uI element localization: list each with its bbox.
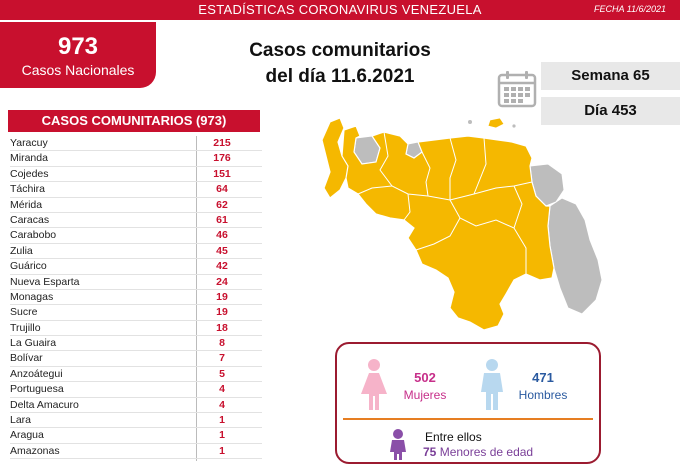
state-name: Monagas bbox=[10, 290, 54, 303]
state-name: Guárico bbox=[10, 260, 47, 273]
state-value: 45 bbox=[216, 244, 228, 257]
minors-count: 75 bbox=[423, 445, 437, 459]
state-list: Yaracuy 215 Miranda 176 Cojedes 151 Táchira 64 M… bbox=[10, 136, 262, 460]
state-row: Yaracuy 215 bbox=[10, 136, 262, 152]
state-value: 8 bbox=[219, 337, 225, 350]
national-cases-count: 973 bbox=[57, 33, 99, 60]
state-value: 7 bbox=[219, 352, 225, 365]
state-name: Táchira bbox=[10, 183, 46, 196]
state-value: 5 bbox=[219, 367, 225, 380]
headline: Casos comunitarios del día 11.6.2021 bbox=[220, 38, 460, 90]
state-name: Cojedes bbox=[10, 167, 49, 180]
state-value: 1 bbox=[219, 414, 225, 427]
men-label: Hombres bbox=[518, 388, 568, 402]
state-row: Nueva Esparta 24 bbox=[10, 275, 262, 290]
state-name: Portuguesa bbox=[10, 383, 64, 396]
state-row: Mérida 62 bbox=[10, 198, 262, 213]
men-count: 471 bbox=[532, 370, 554, 385]
state-name: Caracas bbox=[10, 213, 50, 226]
week-label: Semana 65 bbox=[541, 62, 680, 90]
state-value: 42 bbox=[216, 260, 228, 273]
state-row: Portuguesa 4 bbox=[10, 382, 262, 398]
state-value: 61 bbox=[216, 213, 228, 226]
state-name: Delta Amacuro bbox=[10, 398, 79, 411]
state-value: 24 bbox=[216, 275, 228, 288]
state-value: 18 bbox=[216, 321, 228, 334]
list-divider bbox=[196, 136, 197, 461]
map-region-unaffected bbox=[547, 197, 603, 315]
state-value: 4 bbox=[219, 383, 225, 396]
top-banner: ESTADÍSTICAS CORONAVIRUS VENEZUELA FECHA… bbox=[0, 0, 680, 20]
state-row: Trujillo 18 bbox=[10, 321, 262, 337]
state-row: Sucre 19 bbox=[10, 305, 262, 321]
state-name: Sucre bbox=[10, 306, 38, 319]
state-row: Zulia 45 bbox=[10, 244, 262, 260]
state-row: Cojedes 151 bbox=[10, 167, 262, 183]
minors-line: 75 Menores de edad bbox=[423, 445, 533, 459]
state-row: Aragua 1 bbox=[10, 428, 262, 444]
state-name: Zulia bbox=[10, 244, 33, 257]
man-icon bbox=[481, 359, 503, 410]
state-row: Miranda 176 bbox=[10, 151, 262, 167]
national-cases-label: Casos Nacionales bbox=[21, 62, 135, 78]
panel-divider bbox=[343, 418, 593, 420]
state-name: Carabobo bbox=[10, 229, 57, 242]
state-value: 1 bbox=[219, 444, 225, 457]
state-name: Nueva Esparta bbox=[10, 275, 80, 288]
map-region-affected bbox=[487, 117, 505, 129]
state-row: Anzoátegui 5 bbox=[10, 367, 262, 383]
state-name: Miranda bbox=[10, 152, 48, 165]
headline-line2: del día 11.6.2021 bbox=[265, 66, 415, 87]
state-row: Lara 1 bbox=[10, 413, 262, 429]
state-value: 62 bbox=[216, 198, 228, 211]
child-icon bbox=[390, 429, 406, 460]
state-row: Guárico 42 bbox=[10, 259, 262, 275]
state-row: Amazonas 1 bbox=[10, 444, 262, 460]
state-value: 64 bbox=[216, 183, 228, 196]
state-name: Bolívar bbox=[10, 352, 43, 365]
state-name: La Guaira bbox=[10, 337, 57, 350]
venezuela-map bbox=[321, 117, 603, 331]
state-row: Delta Amacuro 4 bbox=[10, 398, 262, 414]
state-name: Lara bbox=[10, 414, 32, 427]
state-value: 176 bbox=[213, 152, 231, 165]
minors-intro: Entre ellos bbox=[425, 430, 482, 444]
calendar-icon bbox=[497, 71, 537, 108]
map-island bbox=[468, 120, 472, 124]
list-title: CASOS COMUNITARIOS (973) bbox=[8, 110, 260, 132]
state-row: La Guaira 8 bbox=[10, 336, 262, 352]
state-value: 19 bbox=[216, 306, 228, 319]
banner-title: ESTADÍSTICAS CORONAVIRUS VENEZUELA bbox=[198, 2, 482, 17]
state-name: Aragua bbox=[10, 429, 44, 442]
state-row: Monagas 19 bbox=[10, 290, 262, 306]
state-value: 215 bbox=[213, 137, 231, 149]
state-value: 46 bbox=[216, 229, 228, 242]
state-row: Táchira 64 bbox=[10, 182, 262, 198]
state-value: 1 bbox=[219, 429, 225, 442]
day-label: Día 453 bbox=[541, 97, 680, 125]
woman-icon bbox=[361, 359, 387, 410]
state-name: Amazonas bbox=[10, 444, 60, 457]
state-row: Bolívar 7 bbox=[10, 351, 262, 367]
state-row: Carabobo 46 bbox=[10, 228, 262, 244]
state-value: 151 bbox=[213, 167, 231, 180]
women-label: Mujeres bbox=[403, 388, 447, 402]
demographics-panel: 502 Mujeres 471 Hombres Entre ellos 75 M… bbox=[335, 342, 601, 464]
state-name: Yaracuy bbox=[10, 137, 48, 149]
state-name: Mérida bbox=[10, 198, 43, 211]
state-name: Trujillo bbox=[10, 321, 41, 334]
minors-label: Menores de edad bbox=[439, 445, 534, 459]
headline-line1: Casos comunitarios bbox=[249, 40, 431, 61]
state-value: 19 bbox=[216, 290, 228, 303]
state-row: Caracas 61 bbox=[10, 213, 262, 229]
women-count: 502 bbox=[414, 370, 436, 385]
national-cases-box: 973 Casos Nacionales bbox=[0, 22, 156, 88]
map-region-affected bbox=[321, 117, 555, 331]
map-island bbox=[512, 124, 516, 128]
state-name: Anzoátegui bbox=[10, 367, 63, 380]
banner-date: FECHA 11/6/2021 bbox=[593, 4, 666, 14]
state-value: 4 bbox=[219, 398, 225, 411]
